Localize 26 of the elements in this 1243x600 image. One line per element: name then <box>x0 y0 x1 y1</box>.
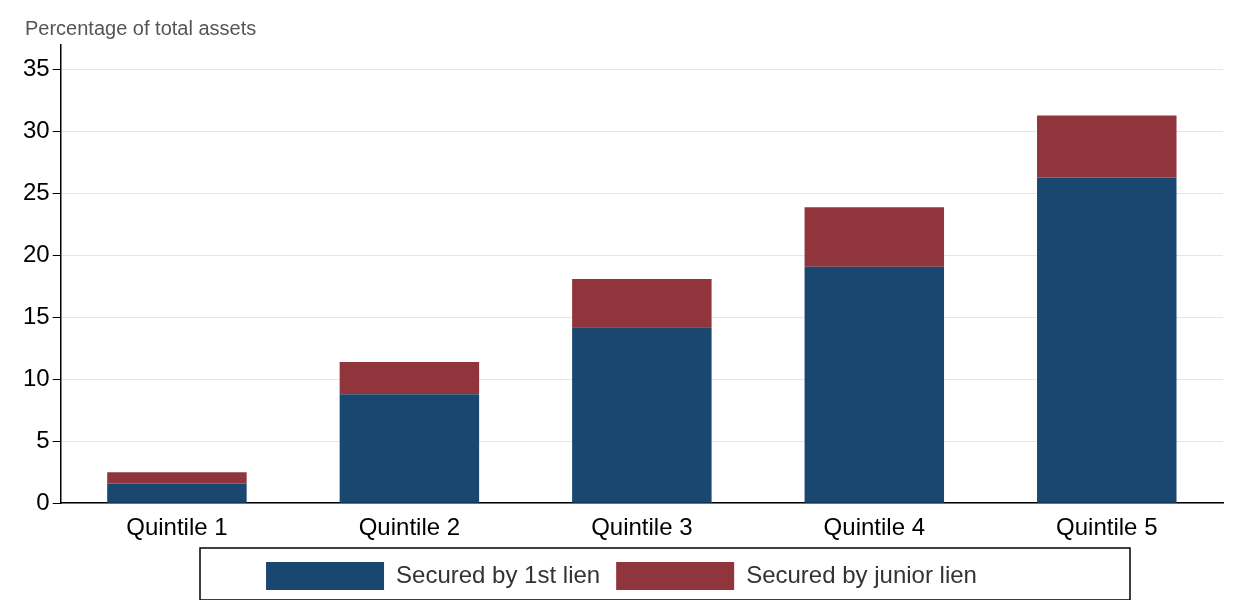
bar <box>339 362 480 395</box>
y-tick-label: 15 <box>22 302 50 330</box>
bar <box>804 266 945 503</box>
y-tick-label: 35 <box>22 54 50 82</box>
y-tick-label: 10 <box>22 363 50 391</box>
x-tick-label: Quintile 3 <box>591 513 693 541</box>
y-tick-label: 0 <box>36 487 50 515</box>
x-tick-label: Quintile 2 <box>358 513 461 541</box>
y-tick-label: 20 <box>22 240 50 268</box>
y-axis-title: Percentage of total assets <box>25 16 257 39</box>
x-tick-label: Quintile 1 <box>126 513 228 541</box>
bar <box>572 327 712 503</box>
bar <box>107 472 247 484</box>
bar <box>804 207 945 267</box>
y-tick-label: 5 <box>36 425 50 453</box>
bar <box>107 483 247 503</box>
legend-label: Secured by 1st lien <box>396 560 601 588</box>
bar <box>1037 177 1177 503</box>
bar <box>339 394 480 503</box>
x-tick-label: Quintile 4 <box>823 513 925 541</box>
y-tick-label: 25 <box>22 178 50 206</box>
y-tick-label: 30 <box>22 116 50 144</box>
legend-label: Secured by junior lien <box>746 560 977 588</box>
bar <box>1037 115 1177 178</box>
x-tick-label: Quintile 5 <box>1056 513 1158 541</box>
bar <box>572 279 712 328</box>
